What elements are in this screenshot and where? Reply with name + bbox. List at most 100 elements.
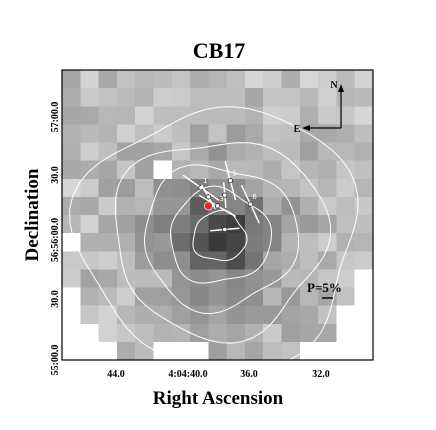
intensity-pixel xyxy=(244,251,264,270)
intensity-pixel xyxy=(318,106,338,125)
intensity-pixel xyxy=(336,305,356,325)
intensity-pixel xyxy=(299,251,319,270)
contour-line xyxy=(114,142,332,344)
intensity-pixel xyxy=(190,70,209,89)
intensity-pixel xyxy=(318,160,338,180)
intensity-pixel xyxy=(336,269,356,289)
intensity-pixel xyxy=(244,70,264,89)
intensity-pixel xyxy=(116,215,136,234)
intensity-pixel xyxy=(135,305,155,325)
intensity-pixel xyxy=(80,269,100,289)
intensity-pixel xyxy=(80,106,100,125)
intensity-pixel xyxy=(62,88,81,107)
x-tick-label: 44.0 xyxy=(107,369,125,380)
source-marker xyxy=(204,201,213,211)
intensity-pixel xyxy=(318,70,338,89)
intensity-pixel xyxy=(244,178,264,198)
intensity-pixel xyxy=(98,178,118,198)
intensity-pixel xyxy=(190,323,209,343)
intensity-pixel xyxy=(62,160,81,180)
intensity-pixel xyxy=(190,88,209,107)
intensity-pixel xyxy=(281,142,301,162)
intensity-pixel xyxy=(116,323,136,343)
intensity-pixel xyxy=(208,233,228,252)
intensity-pixel xyxy=(208,287,228,307)
intensity-pixel xyxy=(190,305,209,325)
intensity-pixel xyxy=(153,287,173,307)
x-axis-label: Right Ascension xyxy=(153,388,284,409)
intensity-pixel xyxy=(244,160,264,180)
intensity-pixel xyxy=(299,178,319,198)
intensity-pixel xyxy=(171,142,191,162)
intensity-pixel xyxy=(226,142,246,162)
intensity-pixel xyxy=(135,106,155,125)
intensity-pixel xyxy=(116,142,136,162)
intensity-pixel xyxy=(208,269,228,289)
intensity-pixel xyxy=(98,142,118,162)
intensity-pixel xyxy=(62,196,81,216)
north-arrow-head xyxy=(338,84,344,92)
intensity-pixel xyxy=(354,287,373,307)
intensity-pixel xyxy=(244,142,264,162)
polarization-scale-bar: P=5% xyxy=(307,280,342,299)
y-tick-label: 56:56:00.0 xyxy=(50,218,61,262)
intensity-pixel xyxy=(80,251,100,270)
intensity-pixel xyxy=(190,124,209,144)
intensity-pixel xyxy=(171,341,191,360)
intensity-pixel xyxy=(190,233,209,252)
intensity-pixel xyxy=(263,70,283,89)
chart-title: CB17 xyxy=(193,38,246,63)
intensity-pixel xyxy=(116,70,136,89)
intensity-pixel xyxy=(263,142,283,162)
intensity-pixel xyxy=(135,178,155,198)
intensity-pixel xyxy=(336,251,356,270)
intensity-pixel xyxy=(281,88,301,107)
intensity-pixel xyxy=(354,124,373,144)
intensity-pixel xyxy=(153,305,173,325)
intensity-pixel xyxy=(171,233,191,252)
intensity-pixel xyxy=(354,251,373,270)
y-axis: 55:00.0 30.0 56:56:00.0 30.0 57:00.0 Dec… xyxy=(22,102,61,376)
intensity-pixel xyxy=(318,88,338,107)
intensity-pixel xyxy=(281,178,301,198)
intensity-pixel xyxy=(318,305,338,325)
intensity-pixel xyxy=(135,70,155,89)
intensity-pixel xyxy=(299,269,319,289)
intensity-pixel xyxy=(98,160,118,180)
intensity-map: 1 3 5 6 xyxy=(61,69,374,361)
intensity-pixel xyxy=(208,251,228,270)
intensity-pixel xyxy=(98,106,118,125)
intensity-pixel xyxy=(244,88,264,107)
intensity-pixel xyxy=(135,124,155,144)
intensity-pixel xyxy=(263,305,283,325)
intensity-pixel xyxy=(299,70,319,89)
intensity-pixel xyxy=(263,178,283,198)
intensity-pixel xyxy=(318,251,338,270)
intensity-pixel xyxy=(336,341,356,360)
intensity-pixel xyxy=(153,106,173,125)
intensity-pixel xyxy=(281,70,301,89)
intensity-pixel xyxy=(299,142,319,162)
intensity-pixel xyxy=(318,178,338,198)
intensity-pixel xyxy=(98,305,118,325)
intensity-pixel xyxy=(190,196,209,216)
intensity-pixel xyxy=(299,106,319,125)
intensity-pixel xyxy=(80,305,100,325)
intensity-pixel xyxy=(80,323,100,343)
intensity-pixel xyxy=(171,160,191,180)
intensity-pixel xyxy=(299,323,319,343)
vector-id-label: 5 xyxy=(232,170,236,178)
intensity-pixel xyxy=(226,106,246,125)
intensity-pixel xyxy=(116,160,136,180)
intensity-pixel xyxy=(80,178,100,198)
intensity-pixel xyxy=(80,70,100,89)
intensity-pixel xyxy=(299,196,319,216)
intensity-pixel xyxy=(281,305,301,325)
intensity-pixel xyxy=(171,251,191,270)
intensity-pixel xyxy=(153,178,173,198)
intensity-pixel xyxy=(80,341,100,360)
intensity-pixel xyxy=(98,70,118,89)
y-tick-label: 57:00.0 xyxy=(50,102,61,133)
intensity-pixel xyxy=(226,233,246,252)
intensity-pixel xyxy=(244,124,264,144)
